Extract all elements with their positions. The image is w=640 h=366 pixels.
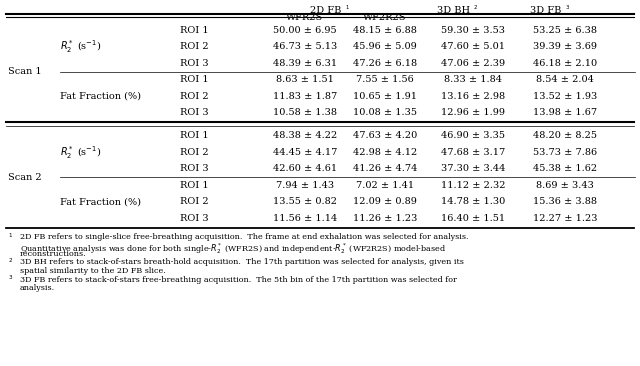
Text: 12.09 ± 0.89: 12.09 ± 0.89: [353, 197, 417, 206]
Text: 10.58 ± 1.38: 10.58 ± 1.38: [273, 108, 337, 117]
Text: 53.73 ± 7.86: 53.73 ± 7.86: [533, 148, 597, 157]
Text: 3D FB refers to stack-of-stars free-breathing acquisition.  The 5th bin of the 1: 3D FB refers to stack-of-stars free-brea…: [20, 276, 457, 284]
Text: 11.56 ± 1.14: 11.56 ± 1.14: [273, 214, 337, 223]
Text: 45.96 ± 5.09: 45.96 ± 5.09: [353, 42, 417, 51]
Text: 8.33 ± 1.84: 8.33 ± 1.84: [444, 75, 502, 84]
Text: 53.25 ± 6.38: 53.25 ± 6.38: [533, 26, 597, 35]
Text: 11.83 ± 1.87: 11.83 ± 1.87: [273, 92, 337, 101]
Text: analysis.: analysis.: [20, 284, 55, 292]
Text: 48.15 ± 6.88: 48.15 ± 6.88: [353, 26, 417, 35]
Text: 47.68 ± 3.17: 47.68 ± 3.17: [441, 148, 505, 157]
Text: $^2$: $^2$: [8, 258, 13, 266]
Text: 47.63 ± 4.20: 47.63 ± 4.20: [353, 131, 417, 140]
Text: spatial similarity to the 2D FB slice.: spatial similarity to the 2D FB slice.: [20, 267, 166, 275]
Text: 16.40 ± 1.51: 16.40 ± 1.51: [441, 214, 505, 223]
Text: 11.12 ± 2.32: 11.12 ± 2.32: [441, 181, 505, 190]
Text: 39.39 ± 3.69: 39.39 ± 3.69: [533, 42, 597, 51]
Text: $^3$: $^3$: [565, 6, 570, 14]
Text: ROI 1: ROI 1: [180, 75, 209, 84]
Text: 50.00 ± 6.95: 50.00 ± 6.95: [273, 26, 337, 35]
Text: reconstructions.: reconstructions.: [20, 250, 86, 258]
Text: Fat Fraction (%): Fat Fraction (%): [60, 197, 141, 206]
Text: 8.54 ± 2.04: 8.54 ± 2.04: [536, 75, 594, 84]
Text: 3D BH refers to stack-of-stars breath-hold acquisition.  The 17th partition was : 3D BH refers to stack-of-stars breath-ho…: [20, 258, 464, 266]
Text: $^2$: $^2$: [473, 6, 478, 14]
Text: 8.69 ± 3.43: 8.69 ± 3.43: [536, 181, 594, 190]
Text: ROI 2: ROI 2: [180, 148, 209, 157]
Text: 46.18 ± 2.10: 46.18 ± 2.10: [533, 59, 597, 68]
Text: 3D FB: 3D FB: [531, 6, 565, 15]
Text: 45.38 ± 1.62: 45.38 ± 1.62: [533, 164, 597, 173]
Text: Quantitative analysis was done for both single-$R_2^*$ (WFR2S) and independent-$: Quantitative analysis was done for both …: [20, 242, 446, 257]
Text: ROI 1: ROI 1: [180, 26, 209, 35]
Text: $R_2^*$ (s$^{-1}$): $R_2^*$ (s$^{-1}$): [60, 38, 102, 55]
Text: 13.52 ± 1.93: 13.52 ± 1.93: [533, 92, 597, 101]
Text: ROI 3: ROI 3: [180, 108, 209, 117]
Text: WF2R2S: WF2R2S: [364, 13, 407, 22]
Text: 47.60 ± 5.01: 47.60 ± 5.01: [441, 42, 505, 51]
Text: 48.20 ± 8.25: 48.20 ± 8.25: [533, 131, 597, 140]
Text: $^1$: $^1$: [8, 233, 13, 241]
Text: 10.08 ± 1.35: 10.08 ± 1.35: [353, 108, 417, 117]
Text: ROI 1: ROI 1: [180, 131, 209, 140]
Text: ROI 2: ROI 2: [180, 92, 209, 101]
Text: 48.39 ± 6.31: 48.39 ± 6.31: [273, 59, 337, 68]
Text: 41.26 ± 4.74: 41.26 ± 4.74: [353, 164, 417, 173]
Text: 10.65 ± 1.91: 10.65 ± 1.91: [353, 92, 417, 101]
Text: $^1$: $^1$: [345, 6, 350, 14]
Text: ROI 1: ROI 1: [180, 181, 209, 190]
Text: 11.26 ± 1.23: 11.26 ± 1.23: [353, 214, 417, 223]
Text: 44.45 ± 4.17: 44.45 ± 4.17: [273, 148, 337, 157]
Text: $^3$: $^3$: [8, 276, 13, 284]
Text: ROI 2: ROI 2: [180, 197, 209, 206]
Text: 59.30 ± 3.53: 59.30 ± 3.53: [441, 26, 505, 35]
Text: 8.63 ± 1.51: 8.63 ± 1.51: [276, 75, 334, 84]
Text: Scan 1: Scan 1: [8, 67, 42, 76]
Text: ROI 2: ROI 2: [180, 42, 209, 51]
Text: 47.06 ± 2.39: 47.06 ± 2.39: [441, 59, 505, 68]
Text: ROI 3: ROI 3: [180, 59, 209, 68]
Text: 42.60 ± 4.61: 42.60 ± 4.61: [273, 164, 337, 173]
Text: 42.98 ± 4.12: 42.98 ± 4.12: [353, 148, 417, 157]
Text: WFR2S: WFR2S: [286, 13, 324, 22]
Text: 14.78 ± 1.30: 14.78 ± 1.30: [441, 197, 505, 206]
Text: 2D FB refers to single-slice free-breathing acquisition.  The frame at end exhal: 2D FB refers to single-slice free-breath…: [20, 233, 468, 241]
Text: 7.55 ± 1.56: 7.55 ± 1.56: [356, 75, 414, 84]
Text: 13.55 ± 0.82: 13.55 ± 0.82: [273, 197, 337, 206]
Text: 37.30 ± 3.44: 37.30 ± 3.44: [441, 164, 505, 173]
Text: 47.26 ± 6.18: 47.26 ± 6.18: [353, 59, 417, 68]
Text: Fat Fraction (%): Fat Fraction (%): [60, 92, 141, 101]
Text: ROI 3: ROI 3: [180, 214, 209, 223]
Text: 3D BH: 3D BH: [436, 6, 473, 15]
Text: 13.98 ± 1.67: 13.98 ± 1.67: [533, 108, 597, 117]
Text: 46.90 ± 3.35: 46.90 ± 3.35: [441, 131, 505, 140]
Text: $R_2^*$ (s$^{-1}$): $R_2^*$ (s$^{-1}$): [60, 144, 102, 161]
Text: 12.96 ± 1.99: 12.96 ± 1.99: [441, 108, 505, 117]
Text: ROI 3: ROI 3: [180, 164, 209, 173]
Text: 46.73 ± 5.13: 46.73 ± 5.13: [273, 42, 337, 51]
Text: Scan 2: Scan 2: [8, 172, 42, 182]
Text: 15.36 ± 3.88: 15.36 ± 3.88: [533, 197, 597, 206]
Text: 7.02 ± 1.41: 7.02 ± 1.41: [356, 181, 414, 190]
Text: 13.16 ± 2.98: 13.16 ± 2.98: [441, 92, 505, 101]
Text: 2D FB: 2D FB: [310, 6, 345, 15]
Text: 12.27 ± 1.23: 12.27 ± 1.23: [532, 214, 597, 223]
Text: 7.94 ± 1.43: 7.94 ± 1.43: [276, 181, 334, 190]
Text: 48.38 ± 4.22: 48.38 ± 4.22: [273, 131, 337, 140]
